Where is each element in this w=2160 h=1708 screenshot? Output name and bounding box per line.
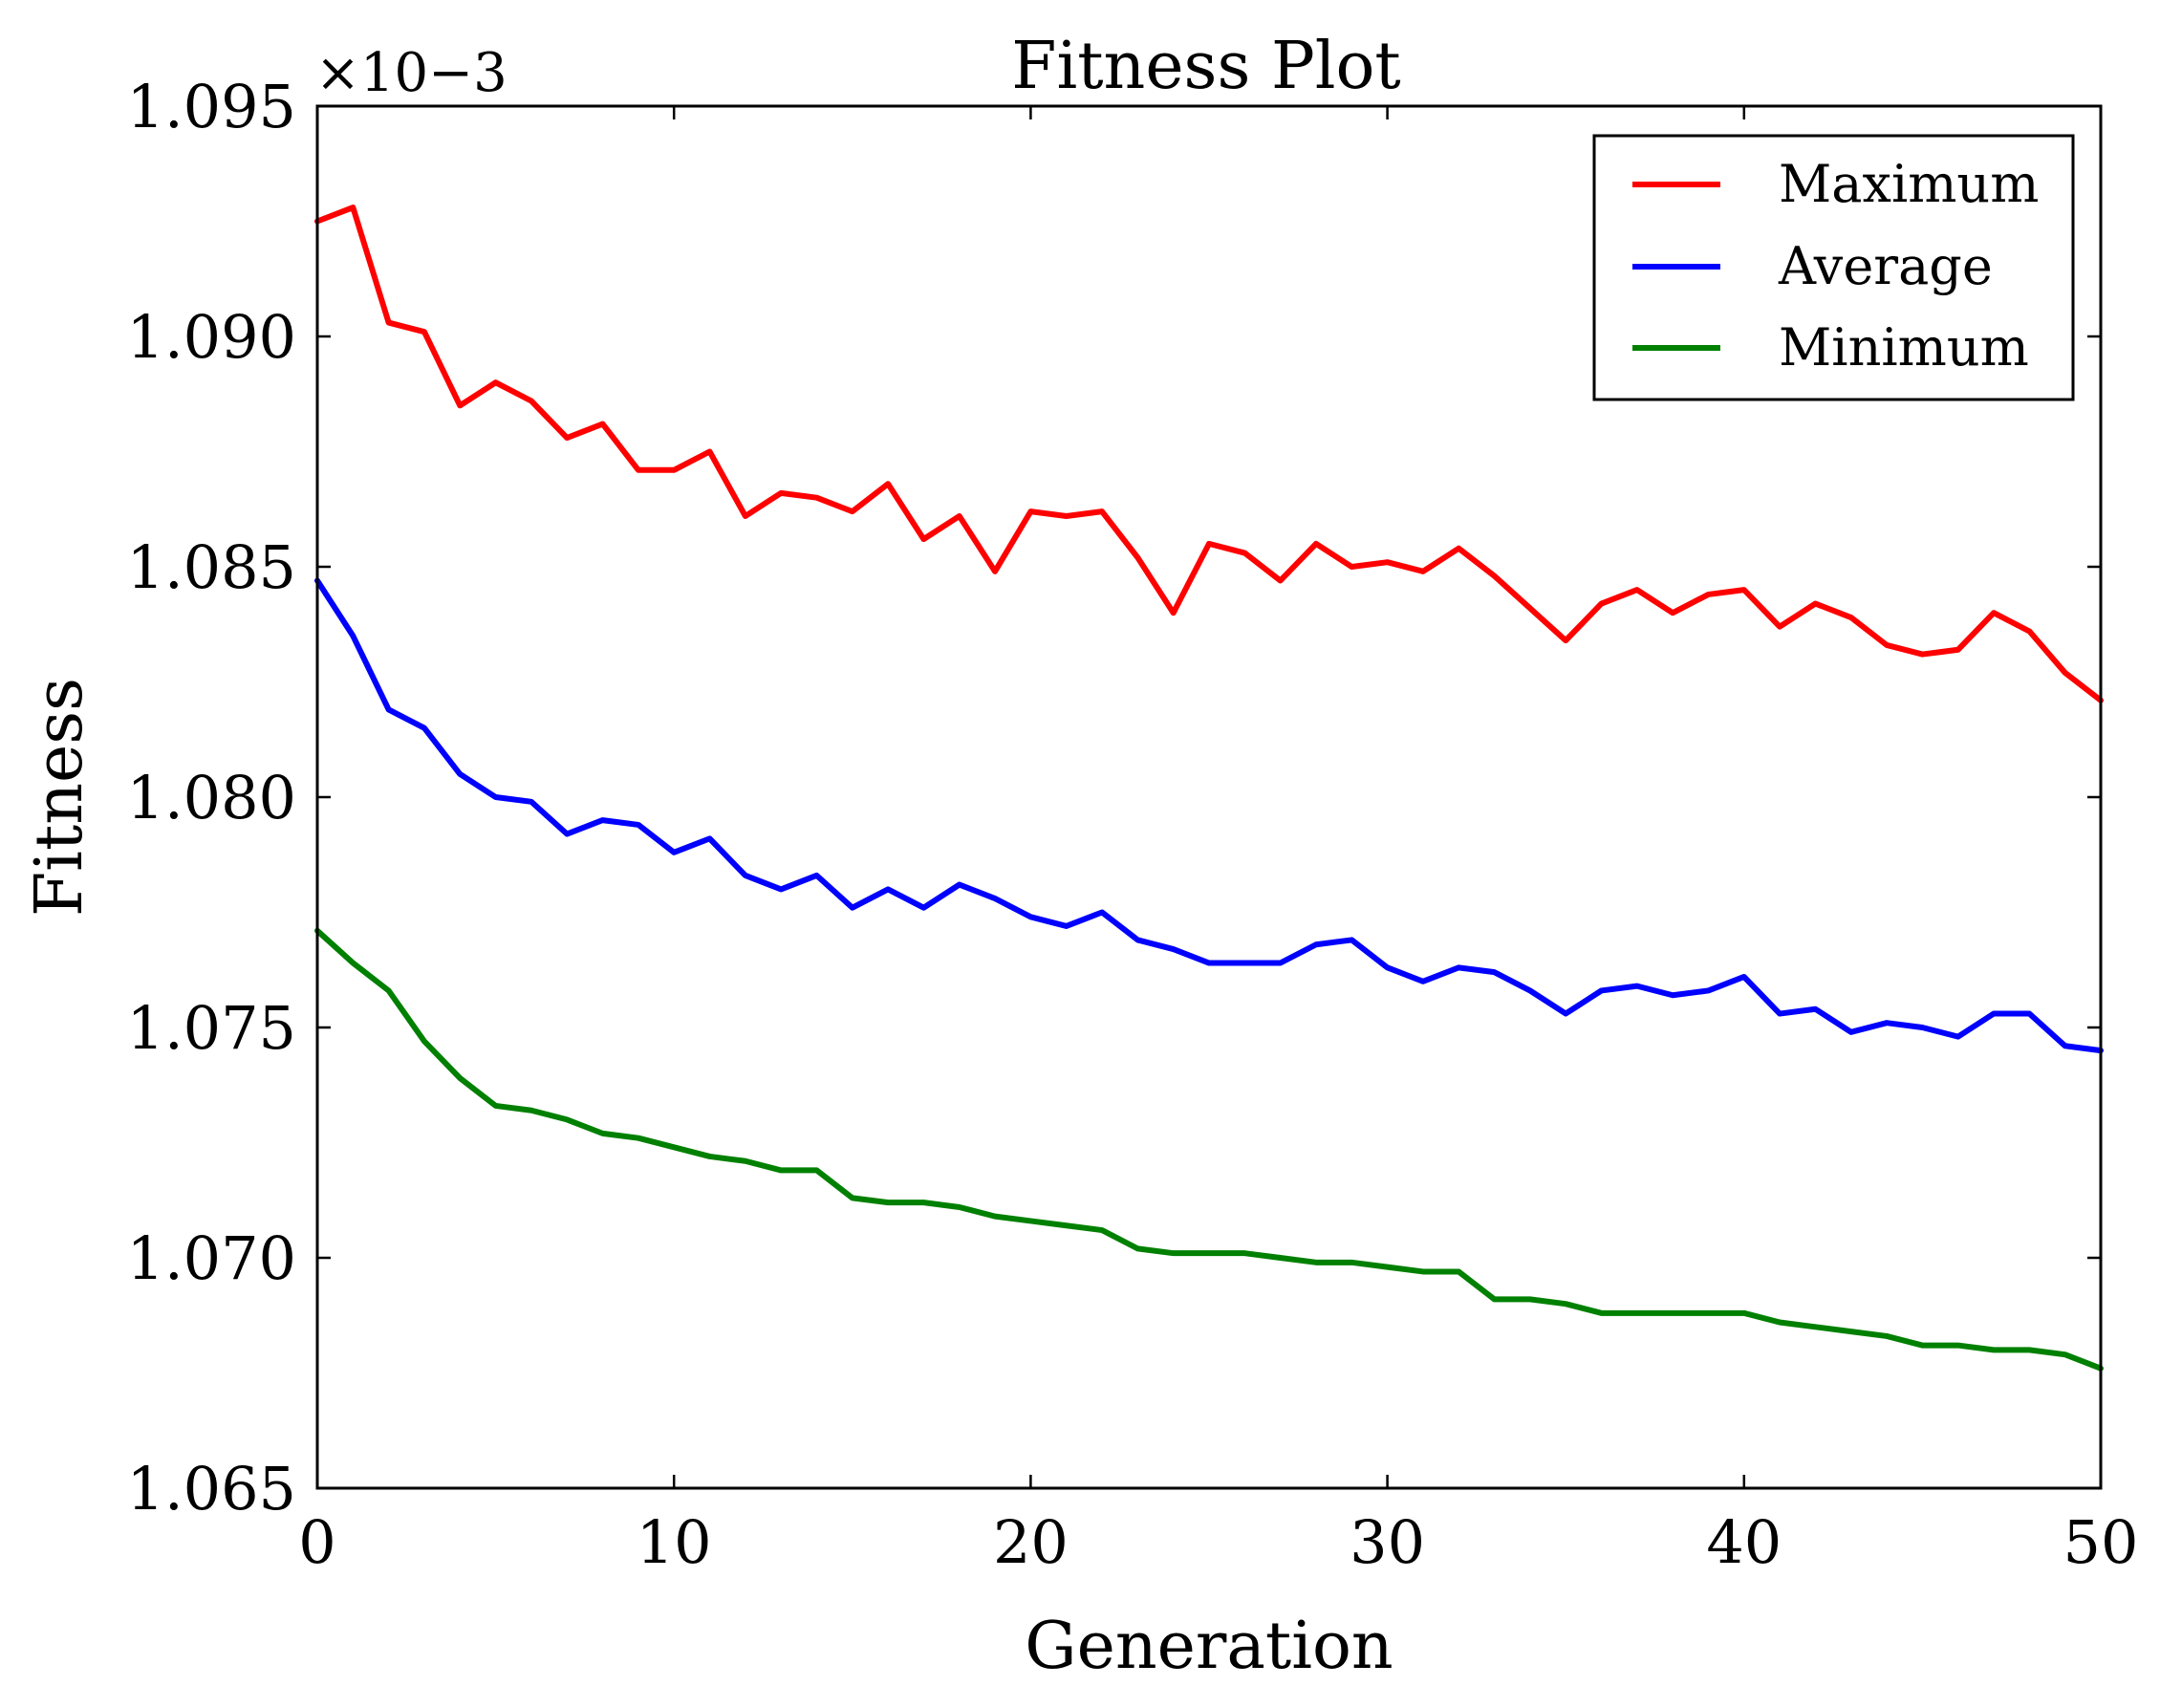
chart-title: Fitness Plot — [1011, 29, 1400, 104]
x-tick-label: 20 — [993, 1507, 1069, 1577]
y-tick-label: 1.070 — [127, 1223, 297, 1293]
x-tick-label: 30 — [1350, 1507, 1425, 1577]
legend: Maximum Average Minimum — [1592, 134, 2075, 401]
y-axis-label: Fitness — [22, 678, 97, 917]
y-tick-label: 1.065 — [127, 1454, 297, 1524]
series-line-minimum — [314, 927, 2104, 1372]
axis-ticks — [315, 104, 2103, 1490]
legend-label-maximum: Maximum — [1779, 154, 2039, 214]
y-offset-label: ×10−3 — [315, 42, 508, 104]
legend-label-minimum: Minimum — [1779, 317, 2029, 378]
y-tick-label: 1.080 — [127, 763, 297, 832]
legend-label-average: Average — [1778, 236, 1993, 296]
plot-area — [314, 205, 2104, 1372]
y-tick-label: 1.090 — [127, 302, 297, 372]
y-tick-label: 1.075 — [127, 993, 297, 1063]
x-axis-label: Generation — [1025, 1609, 1393, 1684]
x-tick-label: 40 — [1706, 1507, 1782, 1577]
x-tick-label: 10 — [637, 1507, 712, 1577]
series-line-maximum — [314, 205, 2104, 703]
x-tick-label: 0 — [298, 1507, 335, 1577]
y-tick-labels: 1.065 1.070 1.075 1.080 1.085 1.090 1.095 — [127, 72, 297, 1524]
x-tick-labels: 0 10 20 30 40 50 — [298, 1507, 2138, 1577]
series-line-average — [314, 577, 2104, 1054]
x-tick-label: 50 — [2063, 1507, 2139, 1577]
y-tick-label: 1.095 — [127, 72, 297, 141]
y-tick-label: 1.085 — [127, 532, 297, 602]
